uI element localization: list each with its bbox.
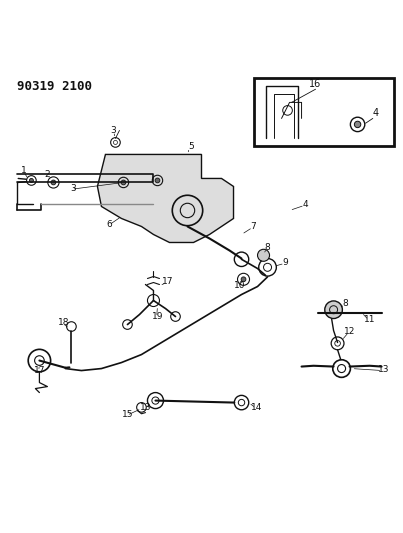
Text: 3: 3 <box>71 184 76 193</box>
Circle shape <box>51 180 56 185</box>
Text: 14: 14 <box>251 403 262 412</box>
Text: 3: 3 <box>110 126 116 135</box>
Circle shape <box>258 249 270 261</box>
Text: 19: 19 <box>152 312 163 321</box>
Circle shape <box>325 301 343 319</box>
Text: 90319 2100: 90319 2100 <box>17 80 92 93</box>
Text: 18: 18 <box>58 318 69 327</box>
Text: 8: 8 <box>265 243 270 252</box>
Text: 5: 5 <box>189 142 194 151</box>
Circle shape <box>29 179 33 182</box>
FancyBboxPatch shape <box>253 78 394 147</box>
Text: 7: 7 <box>251 222 256 231</box>
Text: 10: 10 <box>234 281 245 290</box>
Text: 13: 13 <box>378 365 389 374</box>
Text: 1: 1 <box>21 166 26 175</box>
Text: 9: 9 <box>283 258 289 267</box>
Text: 6: 6 <box>106 220 112 229</box>
Text: 8: 8 <box>343 299 349 308</box>
Text: 4: 4 <box>372 108 379 118</box>
Circle shape <box>354 121 361 127</box>
Polygon shape <box>98 155 233 243</box>
Circle shape <box>155 178 160 183</box>
Text: 12: 12 <box>344 327 355 336</box>
Circle shape <box>121 180 126 185</box>
Text: 17: 17 <box>34 366 45 375</box>
Text: 11: 11 <box>364 315 375 324</box>
Text: 2: 2 <box>45 170 50 179</box>
Text: 4: 4 <box>303 200 308 209</box>
Circle shape <box>241 277 246 282</box>
Text: 17: 17 <box>162 277 173 286</box>
Text: 16: 16 <box>310 79 322 89</box>
Text: 15: 15 <box>122 410 133 419</box>
Text: 13: 13 <box>140 403 151 412</box>
